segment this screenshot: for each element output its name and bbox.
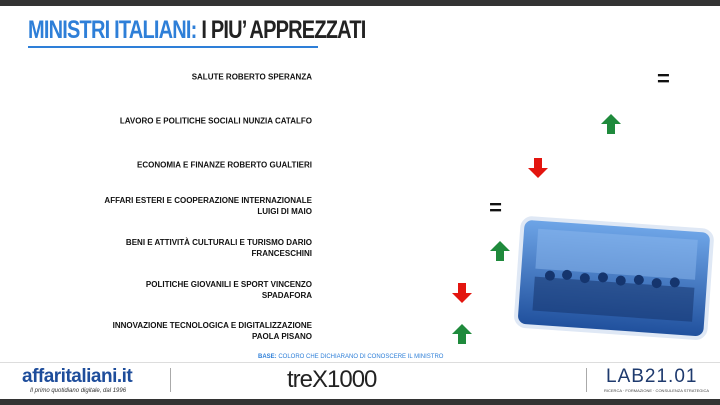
title-rule [28,46,318,48]
divider [586,368,587,392]
category-label: SALUTE ROBERTO SPERANZA [191,72,312,82]
note-label: BASE: [258,354,277,360]
chart-title: MINISTRI ITALIANI: [28,16,197,44]
arrow-shape [490,241,511,261]
category-label: BENI E ATTIVITÀ CULTURALI E TURISMO DARI… [125,238,312,258]
trend-arrow-up [452,324,473,344]
category-label: LAVORO E POLITICHE SOCIALI NUNZIA CATALF… [119,116,312,126]
divider [170,368,171,392]
trend-equal: = [489,194,502,220]
arrow-shape [528,158,548,178]
category-label: POLITICHE GIOVANILI E SPORT VINCENZO SPA… [145,280,312,300]
footer-right-tagline: RICERCA · FORMAZIONE · CONSULENZA STRATE… [604,388,710,393]
footer-tagline: Il primo quotidiano digitale, dal 1996 [30,388,127,394]
category-label: AFFARI ESTERI E COOPERAZIONE INTERNAZION… [104,196,312,216]
arrow-shape [601,114,622,134]
footer-center: treX1000 [287,366,377,393]
note-text: COLORO CHE DICHIARANO DI CONOSCERE IL MI… [278,354,444,360]
category-label: INNOVAZIONE TECNOLOGICA E DIGITALIZZAZIO… [112,321,312,341]
note: BASE: COLORO CHE DICHIARANO DI CONOSCERE… [258,354,443,360]
trend-arrow-down [452,283,473,303]
trend-equal: = [657,65,670,91]
photo [514,216,714,340]
chart-title-rest: I PIU’ APPREZZATI [201,16,366,44]
trend-arrow-down [528,158,548,178]
arrow-shape [452,283,473,303]
footer-right: LAB21.01 [606,366,698,387]
category-label: ECONOMIA E FINANZE ROBERTO GUALTIERI [137,160,312,170]
trend-arrow-up [490,241,511,261]
top-strip [0,0,720,6]
bottom-strip [0,399,720,405]
footer-rule [0,362,720,363]
trend-arrow-up [601,114,622,134]
footer-brand: affaritaliani.it [22,366,133,387]
title-block: MINISTRI ITALIANI: I PIU’ APPREZZATI [28,16,366,45]
arrow-shape [452,324,473,344]
